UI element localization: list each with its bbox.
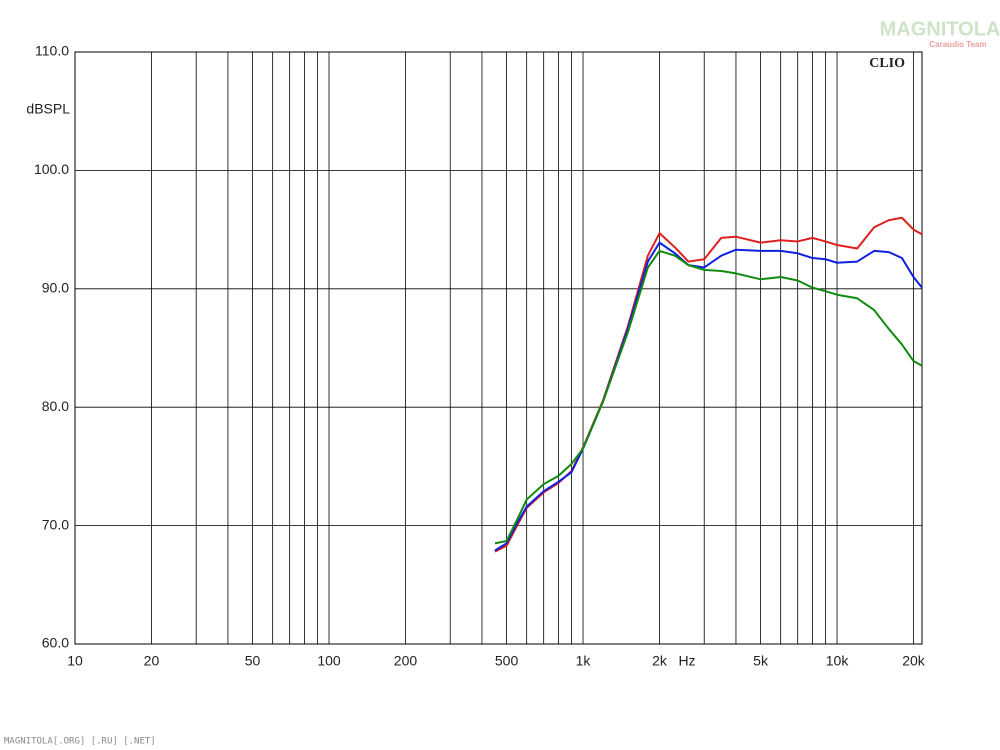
x-tick-label: 20: [144, 653, 160, 669]
x-tick-label: 500: [495, 653, 519, 669]
x-tick-label: 10: [67, 653, 83, 669]
series-line: [494, 241, 923, 552]
x-tick-label: 100: [317, 653, 341, 669]
watermark-sub: Caraudio Team: [929, 40, 986, 49]
series-line: [494, 249, 923, 545]
x-tick-label: 5k: [753, 653, 769, 669]
y-tick-label: 100.0: [34, 161, 69, 177]
x-tick-label: 20k: [902, 653, 926, 669]
x-tick-label: 2k: [652, 653, 668, 669]
y-tick-label: 80.0: [42, 398, 69, 414]
x-tick-label: 1k: [576, 653, 592, 669]
y-axis-label: dBSPL: [26, 101, 70, 117]
watermark: MAGNITOLA: [880, 18, 1000, 40]
x-tick-label: 200: [394, 653, 418, 669]
x-tick-label: 50: [245, 653, 261, 669]
y-tick-label: 70.0: [42, 516, 69, 532]
annotation: CLIO: [869, 56, 905, 71]
y-tick-label: 110.0: [35, 43, 69, 59]
x-tick-label: 10k: [826, 653, 850, 669]
footer: MAGNITOLA[.ORG] [.RU] [.NET]: [4, 737, 156, 747]
series-line: [494, 216, 923, 553]
y-tick-label: 90.0: [42, 280, 69, 296]
plot-frame: [74, 51, 923, 645]
x-axis-label: Hz: [678, 653, 695, 669]
y-tick-label: 60.0: [42, 635, 69, 651]
